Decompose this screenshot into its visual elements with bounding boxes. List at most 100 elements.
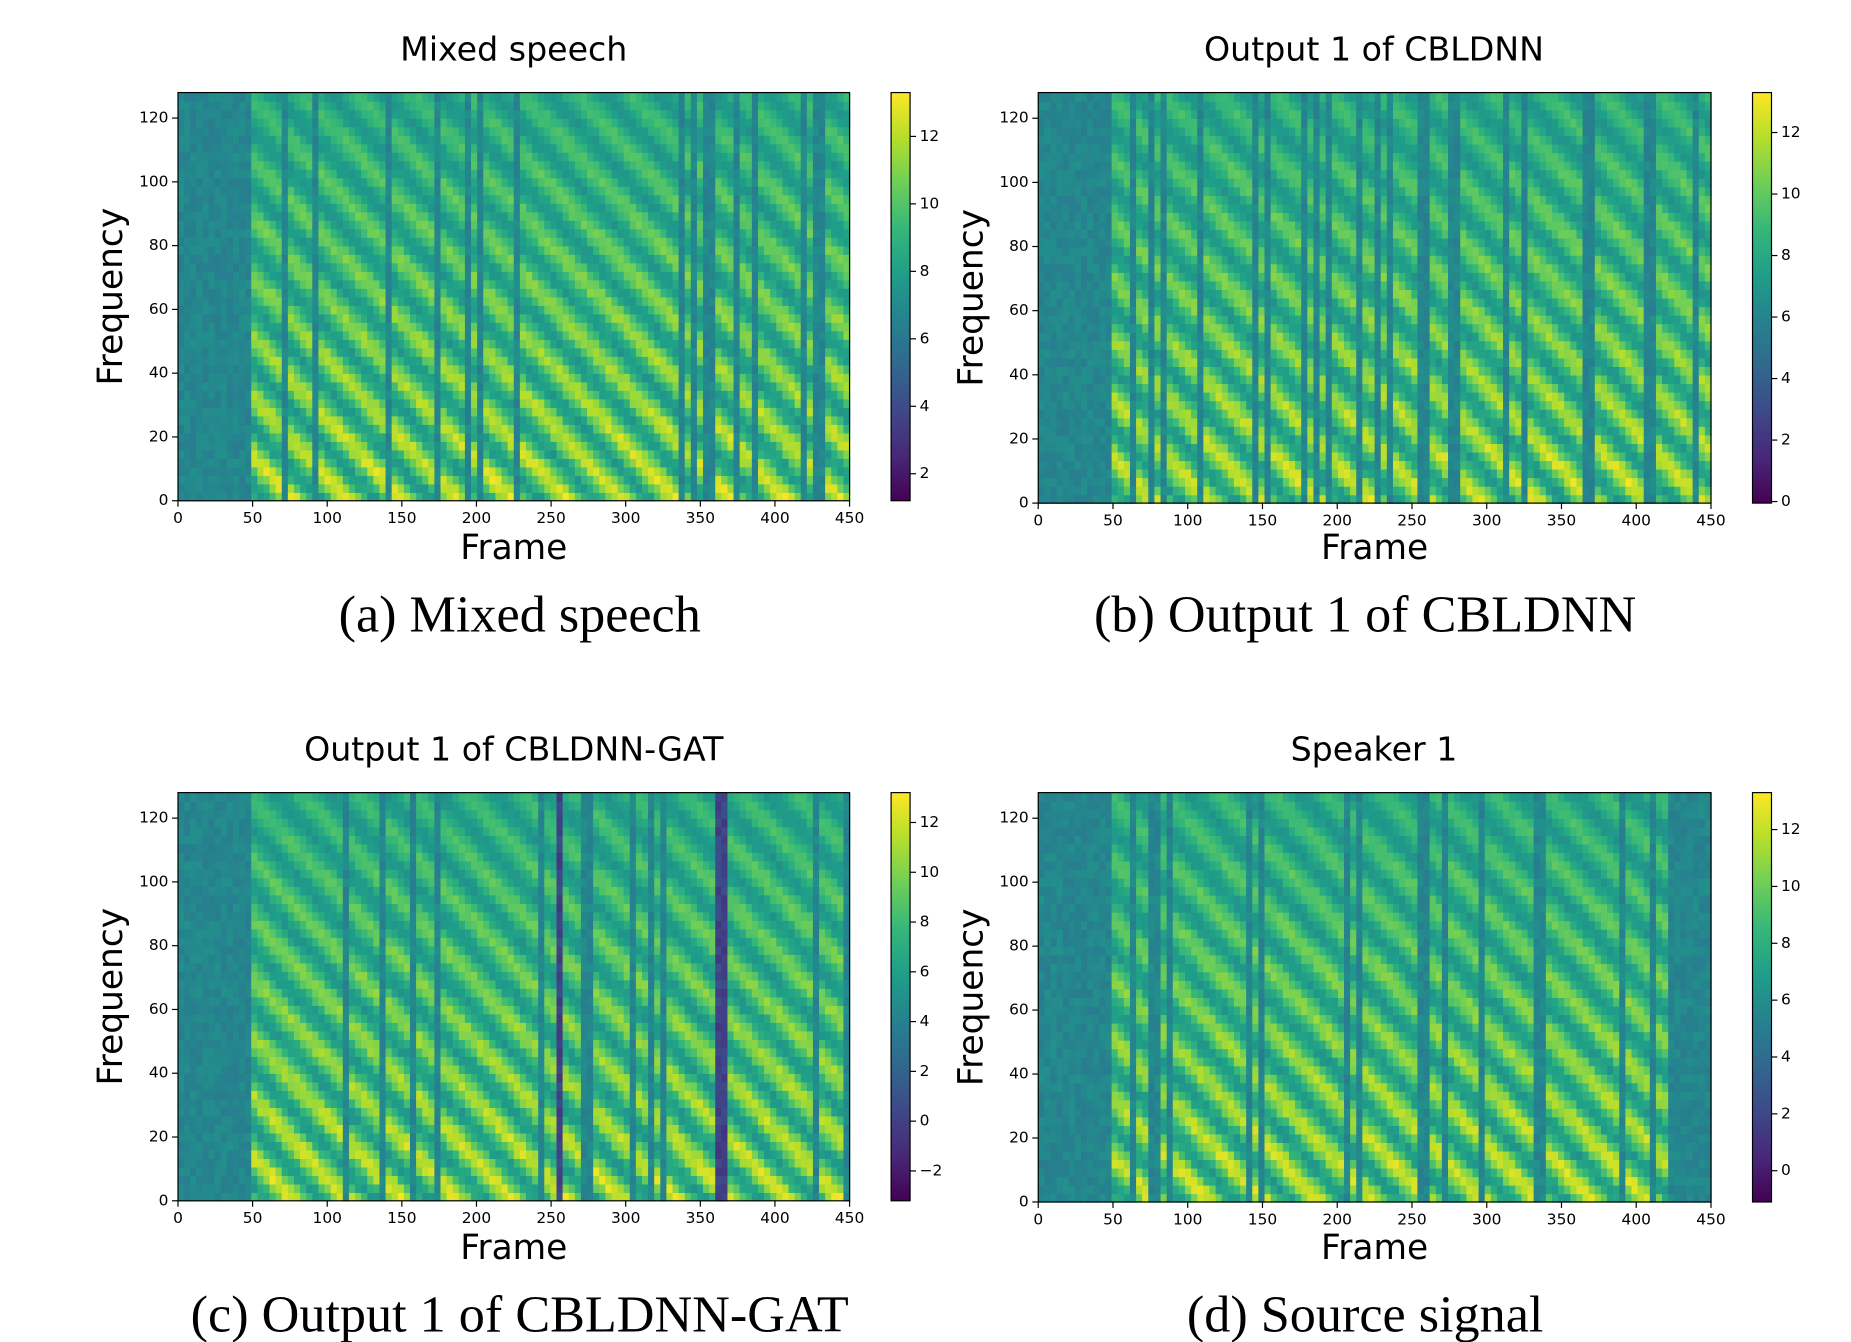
spectrogram-texture [294, 169, 301, 178]
spectrogram-texture [483, 93, 490, 102]
spectrogram-texture [428, 484, 435, 493]
spectrogram-texture [325, 314, 332, 323]
spectrogram-texture [502, 382, 509, 391]
spectrogram-texture [331, 475, 338, 484]
spectrogram-texture [422, 127, 429, 136]
spectrogram-texture [508, 246, 515, 255]
spectrogram-texture [495, 195, 502, 204]
spectrogram-texture [331, 467, 338, 476]
spectrogram-texture [386, 280, 393, 289]
spectrogram-texture [416, 135, 423, 144]
spectrogram-texture [239, 93, 246, 102]
spectrogram-texture [270, 322, 277, 331]
spectrogram-texture [410, 475, 417, 484]
spectrogram-texture [288, 416, 295, 425]
spectrogram-texture [508, 229, 515, 238]
spectrogram-texture [202, 475, 209, 484]
spectrogram-texture [459, 118, 466, 127]
spectrogram-texture [343, 195, 350, 204]
spectrogram-texture [343, 356, 350, 365]
spectrogram-texture [410, 416, 417, 425]
spectrogram-texture [386, 382, 393, 391]
spectrogram-texture [434, 322, 441, 331]
spectrogram-texture [434, 127, 441, 136]
spectrogram-texture [215, 339, 222, 348]
spectrogram-texture [270, 127, 277, 136]
spectrogram-texture [349, 356, 356, 365]
spectrogram-texture [209, 203, 216, 212]
spectrogram-texture [410, 263, 417, 272]
spectrogram-texture [178, 314, 185, 323]
spectrogram-texture [373, 458, 380, 467]
spectrogram-texture [178, 407, 185, 416]
spectrogram-texture [434, 492, 441, 501]
spectrogram-texture [398, 305, 405, 314]
spectrogram-texture [337, 382, 344, 391]
spectrogram-texture [379, 118, 386, 127]
spectrogram-texture [508, 254, 515, 263]
spectrogram-texture [483, 399, 490, 408]
spectrogram-texture [221, 203, 228, 212]
spectrogram-texture [373, 161, 380, 170]
spectrogram-texture [270, 492, 277, 501]
spectrogram-texture [361, 305, 368, 314]
spectrogram-texture [215, 399, 222, 408]
spectrogram-texture [306, 305, 313, 314]
spectrogram-texture [489, 280, 496, 289]
spectrogram-texture [202, 467, 209, 476]
spectrogram-texture [373, 450, 380, 459]
spectrogram-texture [398, 484, 405, 493]
spectrogram-texture [465, 144, 472, 153]
spectrogram-texture [239, 407, 246, 416]
spectrogram-texture [398, 467, 405, 476]
spectrogram-texture [404, 246, 411, 255]
spectrogram-texture [300, 314, 307, 323]
spectrogram-texture [318, 484, 325, 493]
spectrogram-texture [379, 356, 386, 365]
spectrogram-texture [343, 161, 350, 170]
spectrogram-texture [343, 169, 350, 178]
spectrogram-texture [190, 178, 197, 187]
spectrogram-texture [422, 195, 429, 204]
spectrogram-texture [337, 322, 344, 331]
spectrogram-texture [245, 195, 252, 204]
spectrogram-texture [514, 246, 521, 255]
spectrogram-texture [282, 220, 289, 229]
spectrogram-texture [477, 475, 484, 484]
spectrogram-texture [209, 169, 216, 178]
spectrogram-texture [459, 399, 466, 408]
spectrogram-texture [178, 178, 185, 187]
spectrogram-texture [337, 492, 344, 501]
spectrogram-texture [257, 271, 264, 280]
spectrogram-texture [245, 93, 252, 102]
spectrogram-texture [453, 433, 460, 442]
spectrogram-texture [349, 424, 356, 433]
spectrogram-texture [233, 101, 240, 110]
spectrogram-texture [447, 101, 454, 110]
spectrogram-texture [343, 314, 350, 323]
spectrogram-texture [349, 263, 356, 272]
spectrogram-texture [288, 356, 295, 365]
spectrogram-texture [318, 203, 325, 212]
spectrogram-texture [294, 127, 301, 136]
spectrogram-texture [343, 424, 350, 433]
spectrogram-texture [312, 161, 319, 170]
spectrogram-texture [331, 382, 338, 391]
spectrogram-texture [178, 229, 185, 238]
spectrogram-texture [209, 399, 216, 408]
spectrogram-texture [520, 475, 527, 484]
spectrogram-texture [441, 373, 448, 382]
spectrogram-texture [202, 314, 209, 323]
spectrogram-texture [239, 348, 246, 357]
spectrogram-texture [495, 118, 502, 127]
spectrogram-texture [441, 331, 448, 340]
spectrogram-texture [276, 212, 283, 221]
spectrogram-texture [459, 314, 466, 323]
spectrogram-texture [325, 237, 332, 246]
spectrogram-texture [508, 373, 515, 382]
spectrogram-texture [471, 237, 478, 246]
spectrogram-texture [306, 101, 313, 110]
spectrogram-texture [392, 433, 399, 442]
spectrogram-texture [215, 314, 222, 323]
